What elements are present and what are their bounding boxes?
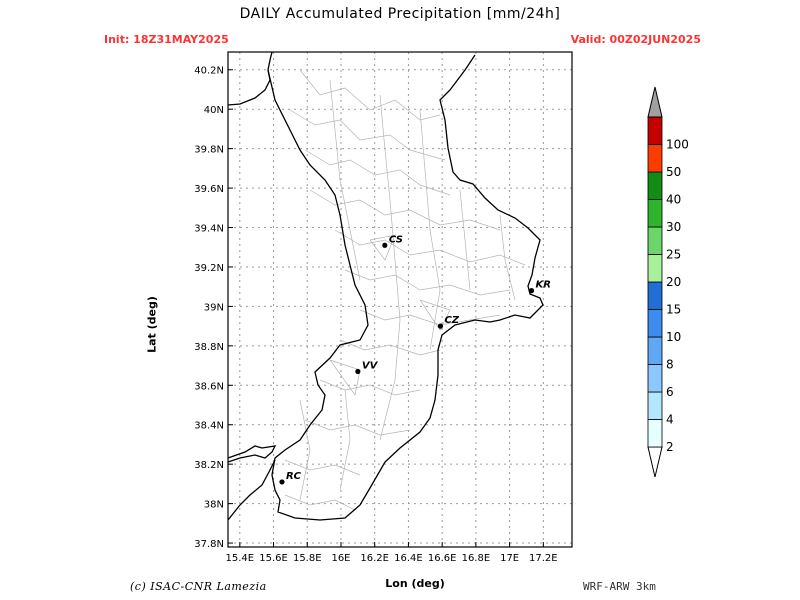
colorbar-label: 10 — [666, 330, 681, 344]
colorbar-label: 25 — [666, 248, 681, 262]
plot-background — [228, 52, 572, 547]
grid-lines — [228, 52, 572, 547]
district-boundaries — [284, 69, 526, 511]
colorbar-upper-triangle — [647, 86, 663, 118]
city-label-cs: CS — [389, 234, 403, 245]
colorbar-label: 50 — [666, 165, 681, 179]
chart-title: DAILY Accumulated Precipitation [mm/24h] — [239, 6, 561, 22]
lon-tick-label: 16.8E — [462, 553, 491, 564]
colorbar-label: 8 — [666, 358, 674, 372]
colorbar-segment — [647, 254, 663, 283]
lat-tick-label: 38.2N — [194, 460, 224, 471]
lon-tick-label: 17.2E — [529, 553, 558, 564]
lon-tick-label: 16.2E — [360, 553, 389, 564]
lon-tick-label: 15.8E — [293, 553, 322, 564]
colorbar-lower-triangle — [647, 446, 663, 478]
lat-tick-label: 39N — [204, 302, 224, 313]
city-markers: CS KR CZ VV RC — [279, 234, 551, 485]
init-time: Init: 18Z31MAY2025 — [104, 33, 229, 46]
colorbar-segment — [647, 116, 663, 145]
lat-tick-label: 38.8N — [194, 342, 224, 353]
colorbar-label: 4 — [666, 413, 674, 427]
colorbar-label: 40 — [666, 193, 681, 207]
city-marker-vv — [355, 368, 361, 375]
lat-tick-label: 38.6N — [194, 381, 224, 392]
city-label-kr: KR — [536, 280, 551, 291]
colorbar-segment — [647, 199, 663, 228]
credit-text: (c) ISAC-CNR Lamezia — [130, 580, 267, 593]
colorbar-segment — [647, 336, 663, 365]
colorbar: 2 4 6 8 10 15 20 25 30 40 50 100 — [647, 86, 689, 478]
lat-tick-label: 39.8N — [194, 145, 224, 156]
coastline — [227, 51, 544, 521]
lat-tick-label: 38N — [204, 500, 224, 511]
city-label-rc: RC — [286, 471, 302, 482]
colorbar-segment — [647, 281, 663, 310]
colorbar-label: 15 — [666, 303, 681, 317]
colorbar-segment — [647, 171, 663, 200]
colorbar-segment — [647, 309, 663, 338]
lat-tick-label: 38.4N — [194, 421, 224, 432]
lon-tick-label: 16.6E — [428, 553, 457, 564]
lon-tick-label: 15.6E — [259, 553, 288, 564]
lat-tick-label: 39.6N — [194, 184, 224, 195]
lat-tick-label: 39.4N — [194, 224, 224, 235]
colorbar-label: 2 — [666, 440, 674, 454]
plot-frame — [227, 51, 573, 548]
city-marker-kr — [528, 288, 535, 294]
colorbar-label: 20 — [666, 275, 681, 289]
lat-tick-label: 37.8N — [194, 539, 224, 550]
colorbar-segment — [647, 419, 663, 448]
city-marker-rc — [279, 479, 285, 485]
colorbar-label: 30 — [666, 220, 681, 234]
lon-tick-label: 16E — [331, 553, 350, 564]
lon-tick-label: 17E — [500, 553, 519, 564]
x-axis-label: Lon (deg) — [385, 577, 445, 590]
model-text: WRF-ARW 3km — [583, 580, 656, 593]
colorbar-segment — [647, 364, 663, 393]
city-label-vv: VV — [362, 360, 379, 371]
lat-tick-label: 40N — [204, 105, 224, 116]
city-marker-cs — [382, 242, 388, 248]
colorbar-segment — [647, 226, 663, 255]
city-label-cz: CZ — [444, 315, 459, 326]
valid-time: Valid: 00Z02JUN2025 — [570, 33, 701, 46]
colorbar-label: 6 — [666, 385, 674, 399]
city-marker-cz — [437, 323, 444, 329]
colorbar-segment — [647, 144, 663, 173]
colorbar-label: 100 — [666, 138, 689, 152]
lon-tick-label: 15.4E — [226, 553, 255, 564]
lat-tick-label: 40.2N — [194, 66, 224, 77]
lon-tick-label: 16.4E — [394, 553, 423, 564]
colorbar-segment — [647, 391, 663, 420]
lat-tick-label: 39.2N — [194, 263, 224, 274]
axis-ticks: 15.4E 15.6E 15.8E 16E 16.2E 16.4E 16.6E 16.8E 17… — [194, 66, 557, 564]
